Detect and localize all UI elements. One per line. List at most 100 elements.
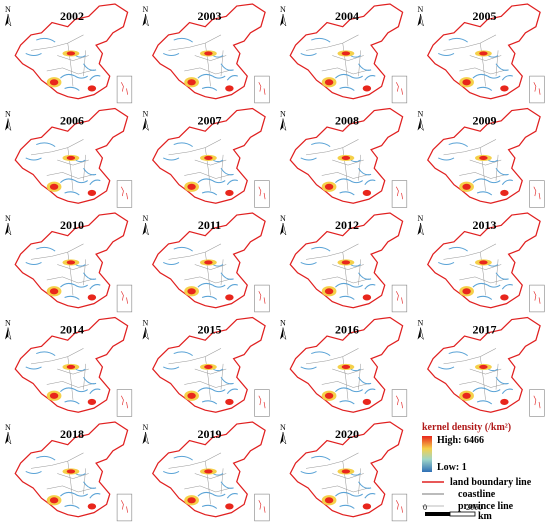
year-label: 2009 [473,114,497,128]
map-panel: N 2017 [417,316,545,418]
north-arrow [7,118,12,132]
scale-end: 2000 [466,503,482,512]
scale-bar [449,511,476,517]
year-label: 2013 [473,218,497,232]
north-arrow [282,327,287,341]
map-panel: N 2012 [280,212,408,313]
map-panel: N 2018 [5,421,133,522]
map-panel: N 2005 [417,3,545,104]
map-panel: N 2016 [280,316,408,418]
north-label: N [5,110,11,119]
north-arrow [145,118,149,132]
year-label: 2020 [335,427,359,441]
north-arrow [5,327,8,340]
north-arrow [417,14,421,26]
scale-unit: km [478,511,493,522]
map-panel: N 2011 [142,212,270,313]
north-label: N [280,319,286,328]
north-arrow [7,222,12,236]
north-arrow [420,327,424,341]
north-label: N [418,110,424,119]
north-arrow [282,13,287,27]
north-label: N [143,5,149,14]
north-arrow [142,14,146,26]
north-arrow [282,222,287,236]
north-label: N [280,110,286,119]
north-arrow [5,14,8,26]
year-label: 2007 [198,114,222,128]
north-arrow [142,223,146,235]
north-label: N [143,319,149,328]
scale-bar [425,512,450,516]
map-panel: N 2015 [142,316,270,418]
north-arrow [145,222,149,236]
north-arrow [7,431,12,445]
north-arrow [282,118,287,132]
map-panel: N 2010 [5,212,133,313]
color-ramp [422,436,432,472]
map-panel: N 2004 [280,3,408,104]
north-arrow [7,327,12,341]
legend-item: land boundary line [450,477,532,488]
map-grid: N 2002 N 2003 N 2004 N 2005 N 2006 N 2007 N 2008 N 2009… [5,3,545,522]
year-label: 2008 [335,114,359,128]
north-label: N [5,319,11,328]
year-label: 2005 [473,9,497,23]
north-arrow [280,327,283,340]
north-arrow [280,223,283,235]
north-label: N [143,214,149,223]
north-arrow [142,327,146,340]
legend-title: kernel density (/km²) [422,422,511,433]
year-label: 2018 [60,427,84,441]
year-label: 2006 [60,114,84,128]
map-panel: N 2003 [142,3,270,104]
north-label: N [418,214,424,223]
map-panel: N 2014 [5,316,133,418]
legend-item: coastline [458,489,496,500]
north-arrow [282,431,287,445]
north-arrow [5,223,8,235]
north-arrow [417,327,421,340]
north-arrow [145,13,149,27]
north-arrow [417,223,421,235]
map-panel: N 2009 [417,107,545,209]
scale-start: 0 [423,503,427,512]
year-label: 2011 [198,218,221,232]
north-label: N [5,423,11,432]
north-arrow [7,13,12,27]
north-label: N [5,5,11,14]
north-arrow [280,432,283,444]
year-label: 2016 [335,323,359,337]
north-arrow [142,432,146,444]
map-panel: N 2006 [5,107,133,209]
year-label: 2012 [335,218,359,232]
north-arrow [5,432,8,444]
legend-item: province line [458,501,514,512]
north-arrow [420,222,424,236]
north-label: N [143,110,149,119]
north-arrow [417,118,421,131]
year-label: 2003 [198,9,222,23]
year-label: 2004 [335,9,359,23]
year-label: 2017 [473,323,497,337]
north-label: N [418,5,424,14]
north-label: N [280,423,286,432]
north-arrow [280,118,283,131]
north-label: N [418,319,424,328]
year-label: 2015 [198,323,222,337]
north-arrow [280,14,283,26]
north-arrow [142,118,146,131]
map-panel: N 2007 [142,107,270,209]
low-label: Low: 1 [437,462,467,473]
legend: kernel density (/km²) High: 6466 Low: 1 … [422,422,532,522]
north-arrow [5,118,8,131]
north-arrow [145,327,149,341]
north-label: N [5,214,11,223]
north-label: N [280,214,286,223]
map-panel: N 2020 [280,421,408,522]
north-label: N [280,5,286,14]
map-panel: N 2019 [142,421,270,522]
map-panel: N 2008 [280,107,408,209]
north-arrow [420,118,424,132]
north-label: N [143,423,149,432]
